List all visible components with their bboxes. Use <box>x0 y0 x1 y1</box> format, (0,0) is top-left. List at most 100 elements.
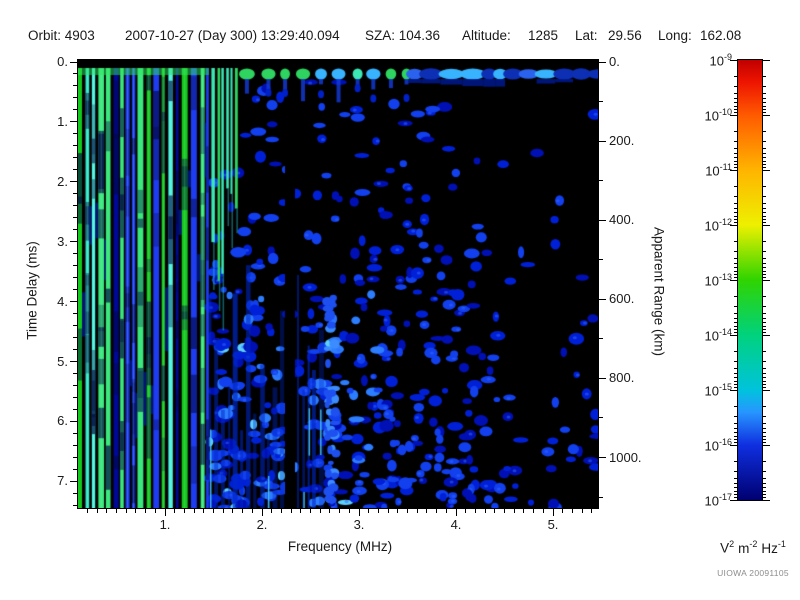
colorbar-minor-tick <box>763 372 766 374</box>
colorbar-minor-tick <box>734 152 737 154</box>
colorbar-minor-tick <box>763 152 766 154</box>
colorbar-minor-tick <box>734 195 737 197</box>
colorbar-minor-tick <box>763 432 766 434</box>
x-axis-tick <box>436 509 438 513</box>
colorbar-minor-tick <box>763 296 766 298</box>
colorbar-minor-tick <box>763 207 766 209</box>
colorbar-minor-tick <box>734 202 737 204</box>
apparent-range-minor-tick <box>599 101 603 103</box>
colorbar-minor-tick <box>734 331 737 333</box>
colorbar-minor-tick <box>734 219 737 221</box>
colorbar-minor-tick <box>734 461 737 463</box>
colorbar-minor-tick <box>734 329 737 331</box>
x-axis-tick <box>562 509 564 513</box>
colorbar-minor-tick <box>734 257 737 259</box>
x-axis-tick <box>368 509 370 513</box>
colorbar-minor-tick <box>763 76 766 78</box>
colorbar-minor-tick <box>734 207 737 209</box>
time-delay-tick-label: 5. <box>57 353 68 369</box>
time-delay-tick-label: 0. <box>57 54 68 69</box>
apparent-range-minor-tick <box>599 338 603 340</box>
colorbar-minor-tick <box>763 257 766 259</box>
longitude-value: 162.08 <box>700 28 742 43</box>
x-axis-tick <box>387 509 389 513</box>
colorbar-minor-tick <box>734 160 737 162</box>
colorbar-minor-tick <box>763 195 766 197</box>
colorbar-major-tick <box>730 279 737 281</box>
time-delay-tick <box>73 265 77 267</box>
colorbar-minor-tick <box>734 221 737 223</box>
time-delay-tick <box>73 492 77 494</box>
x-axis-tick <box>377 509 379 513</box>
colorbar-minor-tick <box>734 131 737 133</box>
colorbar-minor-tick <box>763 494 766 496</box>
colorbar-minor-tick <box>763 157 766 159</box>
colorbar-minor-tick <box>763 329 766 331</box>
colorbar-minor-tick <box>763 85 766 87</box>
time-delay-tick-label: 3. <box>57 233 68 249</box>
time-delay-tick <box>73 145 77 147</box>
colorbar-minor-tick <box>763 241 766 243</box>
time-delay-tick <box>73 444 77 446</box>
time-delay-axis-title: Time Delay (ms) <box>24 241 40 340</box>
x-axis-tick <box>455 509 457 516</box>
x-axis-tick <box>358 509 360 516</box>
colorbar-minor-tick <box>734 406 737 408</box>
colorbar-minor-tick <box>734 380 737 382</box>
x-axis-tick <box>300 509 302 513</box>
x-axis-tick <box>96 509 98 513</box>
colorbar-minor-tick <box>734 296 737 298</box>
x-axis-tick <box>465 509 467 513</box>
time-delay-tick <box>73 229 77 231</box>
time-delay-tick <box>73 432 77 434</box>
credit-stamp: UIOWA 20091105 <box>717 568 789 578</box>
orbit-field: Orbit: 4903 <box>28 28 95 43</box>
colorbar-minor-tick <box>763 380 766 382</box>
colorbar-minor-tick <box>763 317 766 319</box>
colorbar-minor-tick <box>763 377 766 379</box>
colorbar-tick-label: 10-17 <box>704 491 732 508</box>
colorbar-minor-tick <box>734 384 737 386</box>
x-axis-tick <box>319 509 321 513</box>
colorbar-minor-tick <box>763 267 766 269</box>
x-axis-tick <box>203 509 205 513</box>
colorbar-minor-tick <box>763 435 766 437</box>
colorbar-minor-tick <box>763 186 766 188</box>
time-delay-tick <box>73 504 77 506</box>
x-axis-tick <box>581 509 583 513</box>
x-axis-tick <box>494 509 496 513</box>
altitude-label: Altitude: <box>462 28 511 43</box>
time-delay-tick <box>73 456 77 458</box>
x-axis-tick <box>407 509 408 513</box>
colorbar-minor-tick <box>763 250 766 252</box>
colorbar-minor-tick <box>763 164 766 166</box>
colorbar-major-tick <box>763 334 770 336</box>
colorbar-minor-tick <box>763 470 766 472</box>
colorbar-minor-tick <box>763 147 766 149</box>
x-axis-tick <box>251 509 253 513</box>
time-delay-tick <box>73 85 77 87</box>
latitude-label: Lat: <box>575 28 598 43</box>
x-axis-tick <box>290 509 292 513</box>
colorbar-minor-tick <box>734 102 737 104</box>
colorbar-tick-label: 10-16 <box>704 436 732 453</box>
time-delay-tick <box>73 169 77 171</box>
colorbar-minor-tick <box>763 276 766 278</box>
colorbar-minor-tick <box>734 262 737 264</box>
colorbar-minor-tick <box>734 305 737 307</box>
colorbar-minor-tick <box>734 85 737 87</box>
apparent-range-minor-tick <box>599 259 603 261</box>
x-axis-tick <box>222 509 224 513</box>
colorbar-minor-tick <box>763 422 766 424</box>
colorbar-minor-tick <box>763 415 766 417</box>
colorbar-minor-tick <box>763 461 766 463</box>
x-axis-tick <box>280 509 282 513</box>
colorbar-minor-tick <box>763 111 766 113</box>
colorbar-minor-tick <box>734 386 737 388</box>
colorbar-minor-tick <box>734 372 737 374</box>
time-delay-tick-label: 2. <box>57 173 68 189</box>
x-axis-tick <box>552 509 554 516</box>
colorbar-minor-tick <box>734 367 737 369</box>
time-delay-tick <box>73 337 77 339</box>
x-axis-tick-label: 1. <box>159 517 171 532</box>
